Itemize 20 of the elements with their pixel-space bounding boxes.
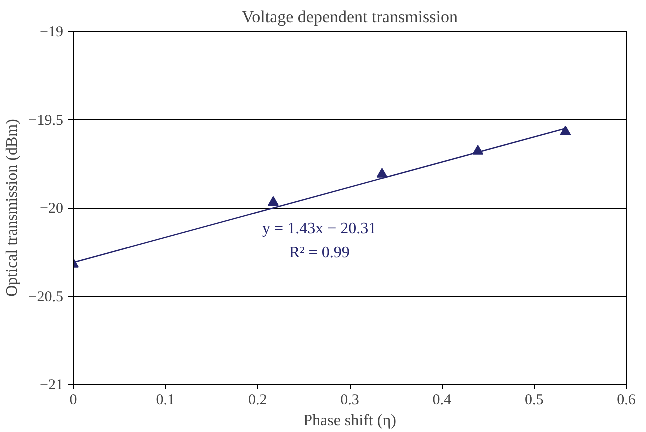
x-tick-label: 0.4 [432,392,452,408]
annotation: R² = 0.99 [289,244,350,262]
annotation: y = 1.43x − 20.31 [262,220,377,238]
x-tick-label: 0.1 [156,392,176,408]
x-axis-title: Phase shift (η) [304,412,396,430]
x-tick-label: 0.3 [340,392,360,408]
y-axis-title: Optical transmission (dBm) [4,119,21,297]
x-tick-label: 0 [70,392,78,408]
point [268,196,279,206]
y-tick-label: −20 [40,201,64,217]
y-tick-label: −20.5 [28,289,64,306]
x-tick-label: 0.2 [248,392,268,408]
y-tick-label: −19.5 [28,112,64,129]
chart-title: Voltage dependent transmission [242,8,458,26]
point [560,126,572,136]
x-tick-label: 0.5 [524,392,544,408]
y-tick-label: −19 [40,24,64,40]
y-tick-label: −21 [40,378,64,394]
point [376,168,388,178]
x-tick-label: 0.6 [617,392,636,408]
